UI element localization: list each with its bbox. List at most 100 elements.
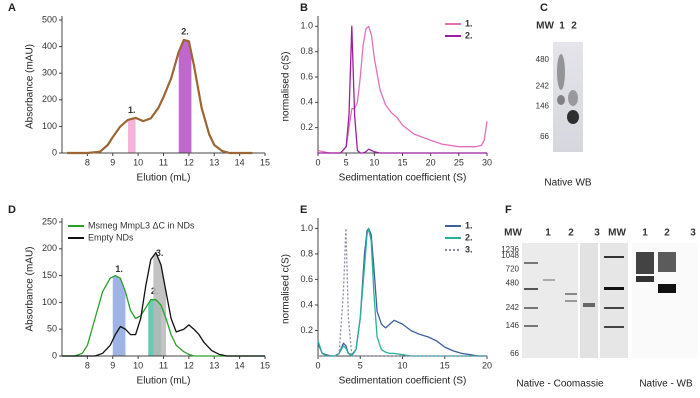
y-tick-label: 150 [42,270,57,280]
series-line [67,38,253,155]
region [127,117,136,153]
lane-label: MW [608,228,626,239]
band [583,303,595,307]
gel-caption: Native WB [544,178,592,189]
x-tick-label: 9 [110,360,115,370]
legend-label: 1. [465,220,473,230]
gel [580,243,598,358]
y-tick-label: 400 [42,41,57,51]
mw-label: 66 [540,132,549,141]
region-label: 1. [128,105,136,115]
mw-label: 242 [506,303,520,312]
mw-label: 66 [510,349,519,358]
mw-label: 480 [536,55,550,64]
mw-label: 480 [506,279,520,288]
y-axis-title: Absorbance (mAU) [25,246,36,331]
x-tick-label: 11 [159,157,168,167]
lane-label: 1 [559,21,565,32]
y-tick-label: 100 [42,297,57,307]
x-tick-label: 20 [426,157,436,167]
mw-label: 1236 [501,245,519,254]
band [557,95,565,105]
region-label: 2. [181,27,189,37]
band [524,262,538,264]
mw-label: 146 [536,101,550,110]
x-tick-label: 30 [482,157,492,167]
lane-label: 3 [594,228,600,239]
band [557,54,565,90]
y-tick-label: 0.8 [300,46,313,56]
gel-c [553,42,583,152]
y-tick-label: 0 [52,147,57,157]
y-tick-label: 0.2 [300,325,313,335]
x-tick-label: 13 [209,157,219,167]
x-tick-label: 8 [85,157,90,167]
band [524,307,538,309]
x-tick-label: 0 [315,360,320,370]
band [568,90,578,106]
panel-label: F [505,204,512,216]
x-tick-label: 10 [133,360,143,370]
panel-label: A [8,2,16,14]
x-tick-label: 15 [260,157,270,167]
series-line [318,25,487,154]
gel-caption: Native - WB [639,379,693,390]
y-tick-label: 0.8 [300,248,313,258]
lane-label: 3 [690,228,696,239]
x-tick-label: 10 [369,157,379,167]
x-tick-label: 25 [454,157,464,167]
legend-label: 1. [465,18,473,28]
series-line [318,227,487,357]
band [604,256,624,258]
y-axis-title: normalised c(S) [281,254,292,324]
mw-label: 146 [506,321,520,330]
region-label: 1. [115,264,123,274]
band [543,279,555,281]
y-tick-label: 0.2 [300,122,313,132]
series-line [317,25,488,154]
gel-caption: Native - Coomassie [516,379,604,390]
y-tick-label: 0.6 [300,71,313,81]
band [565,300,577,302]
band [565,293,577,295]
x-tick-label: 12 [184,157,194,167]
band [604,307,624,309]
mw-label: 720 [506,264,520,273]
mw-label: 1048 [501,251,519,260]
region-label: 3. [156,248,164,258]
lane-label: 2 [568,228,574,239]
series-line [62,251,265,357]
y-tick-label: 200 [42,94,57,104]
y-axis-title: Absorbance (mAU) [25,44,36,129]
y-tick-label: 100 [42,121,57,131]
region [178,40,192,153]
x-axis-title: Elution (mL) [137,173,191,184]
band [567,110,579,124]
x-tick-label: 10 [397,360,407,370]
series-line [317,227,487,357]
x-tick-label: 15 [260,360,270,370]
y-tick-label: 250 [42,216,57,226]
y-tick-label: 0.4 [300,97,313,107]
band [524,325,538,327]
legend-label: 2. [465,232,473,242]
x-tick-label: 11 [159,360,168,370]
x-tick-label: 12 [184,360,194,370]
blot [553,42,583,152]
panel-label: B [300,2,308,14]
region [112,275,126,356]
x-axis-title: Sedimentation coefficient (S) [339,376,467,387]
x-tick-label: 14 [235,157,245,167]
x-tick-label: 15 [397,157,407,167]
band [524,288,538,290]
lane-label: 1 [642,228,648,239]
lane-label: MW [504,228,522,239]
y-tick-label: 0.4 [300,299,313,309]
y-tick-label: 50 [47,324,57,334]
y-tick-label: 200 [42,243,57,253]
series-line [62,274,265,357]
lane-label: 2 [571,21,577,32]
x-tick-label: 5 [358,360,363,370]
y-tick-label: 1.0 [300,21,313,31]
